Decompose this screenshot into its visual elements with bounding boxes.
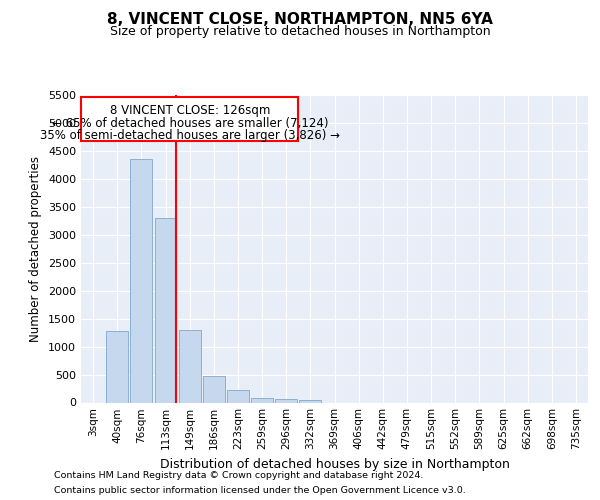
- Bar: [299, 400, 321, 402]
- Bar: [203, 376, 224, 402]
- Text: Contains HM Land Registry data © Crown copyright and database right 2024.: Contains HM Land Registry data © Crown c…: [54, 471, 424, 480]
- Text: Contains public sector information licensed under the Open Government Licence v3: Contains public sector information licen…: [54, 486, 466, 495]
- FancyBboxPatch shape: [82, 96, 298, 141]
- Bar: [227, 390, 249, 402]
- Bar: [275, 399, 297, 402]
- Bar: [130, 160, 152, 402]
- Text: 35% of semi-detached houses are larger (3,826) →: 35% of semi-detached houses are larger (…: [40, 129, 340, 142]
- Text: 8, VINCENT CLOSE, NORTHAMPTON, NN5 6YA: 8, VINCENT CLOSE, NORTHAMPTON, NN5 6YA: [107, 12, 493, 28]
- Bar: [155, 218, 176, 402]
- Bar: [179, 330, 200, 402]
- Y-axis label: Number of detached properties: Number of detached properties: [29, 156, 43, 342]
- Bar: [251, 398, 273, 402]
- Text: Size of property relative to detached houses in Northampton: Size of property relative to detached ho…: [110, 25, 490, 38]
- Bar: [106, 332, 128, 402]
- Text: ← 65% of detached houses are smaller (7,124): ← 65% of detached houses are smaller (7,…: [52, 116, 328, 130]
- X-axis label: Distribution of detached houses by size in Northampton: Distribution of detached houses by size …: [160, 458, 509, 471]
- Text: 8 VINCENT CLOSE: 126sqm: 8 VINCENT CLOSE: 126sqm: [110, 104, 270, 118]
